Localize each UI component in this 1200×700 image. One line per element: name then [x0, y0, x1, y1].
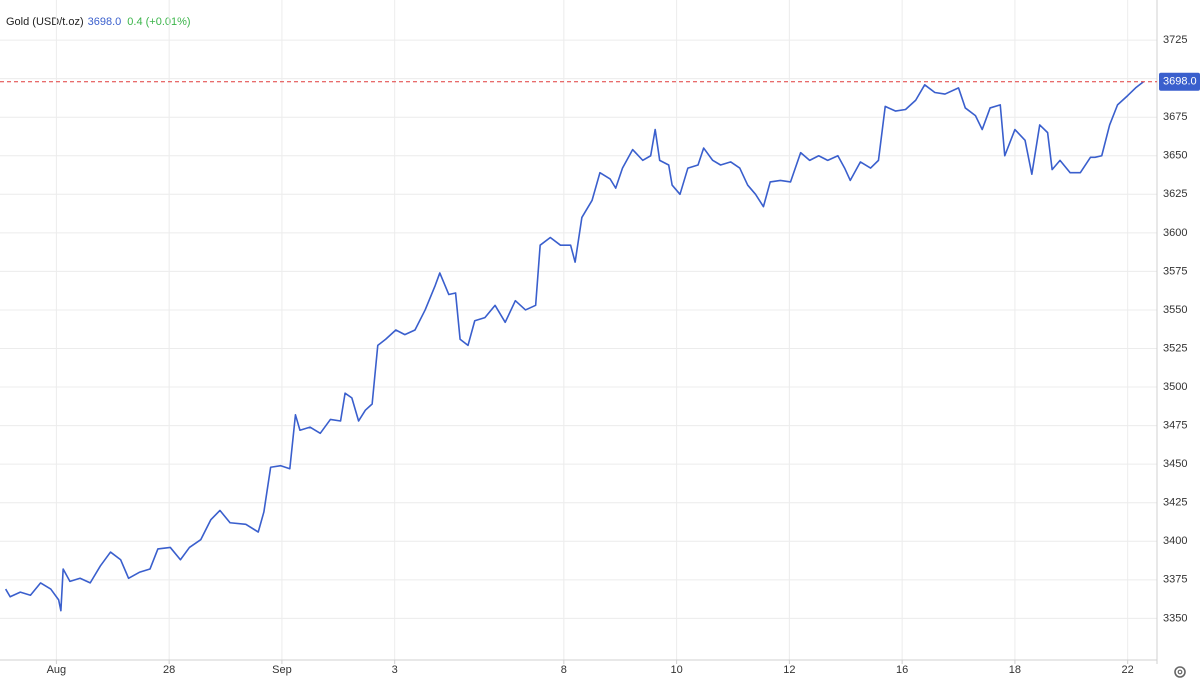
- y-tick-label: 3475: [1163, 420, 1187, 432]
- y-tick-label: 3425: [1163, 497, 1187, 509]
- x-tick-label: 28: [163, 664, 175, 676]
- settings-gear[interactable]: [1174, 666, 1186, 678]
- x-tick-label: 12: [783, 664, 795, 676]
- x-tick-label: 8: [561, 664, 567, 676]
- y-tick-label: 3550: [1163, 304, 1187, 316]
- current-price-label: 3698.0: [1163, 76, 1197, 88]
- x-tick-label: Aug: [47, 664, 67, 676]
- y-tick-label: 3350: [1163, 612, 1187, 624]
- y-tick-label: 3650: [1163, 150, 1187, 162]
- price-line-series: [4, 81, 1144, 612]
- x-tick-label: 22: [1122, 664, 1134, 676]
- header-name: Gold (USD/t.oz): [6, 16, 84, 28]
- x-tick-label: 3: [392, 664, 398, 676]
- header-change: 0.4 (+0.01%): [127, 16, 190, 28]
- x-tick-label: 16: [896, 664, 908, 676]
- x-tick-label: Sep: [272, 664, 292, 676]
- settings-icon[interactable]: [1174, 666, 1186, 678]
- y-tick-label: 3400: [1163, 535, 1187, 547]
- y-tick-label: 3525: [1163, 342, 1187, 354]
- y-tick-label: 3625: [1163, 188, 1187, 200]
- y-tick-label: 3725: [1163, 34, 1187, 46]
- x-tick-label: 18: [1009, 664, 1021, 676]
- y-tick-label: 3450: [1163, 458, 1187, 470]
- y-tick-label: 3675: [1163, 111, 1187, 123]
- current-price-box: [1159, 72, 1200, 91]
- x-tick-label: 10: [670, 664, 682, 676]
- y-tick-label: 3575: [1163, 265, 1187, 277]
- header-price: 3698.0: [88, 16, 122, 28]
- y-tick-label: 3500: [1163, 381, 1187, 393]
- y-tick-label: 3600: [1163, 227, 1187, 239]
- settings-hub[interactable]: [1177, 669, 1183, 675]
- y-tick-label: 3375: [1163, 574, 1187, 586]
